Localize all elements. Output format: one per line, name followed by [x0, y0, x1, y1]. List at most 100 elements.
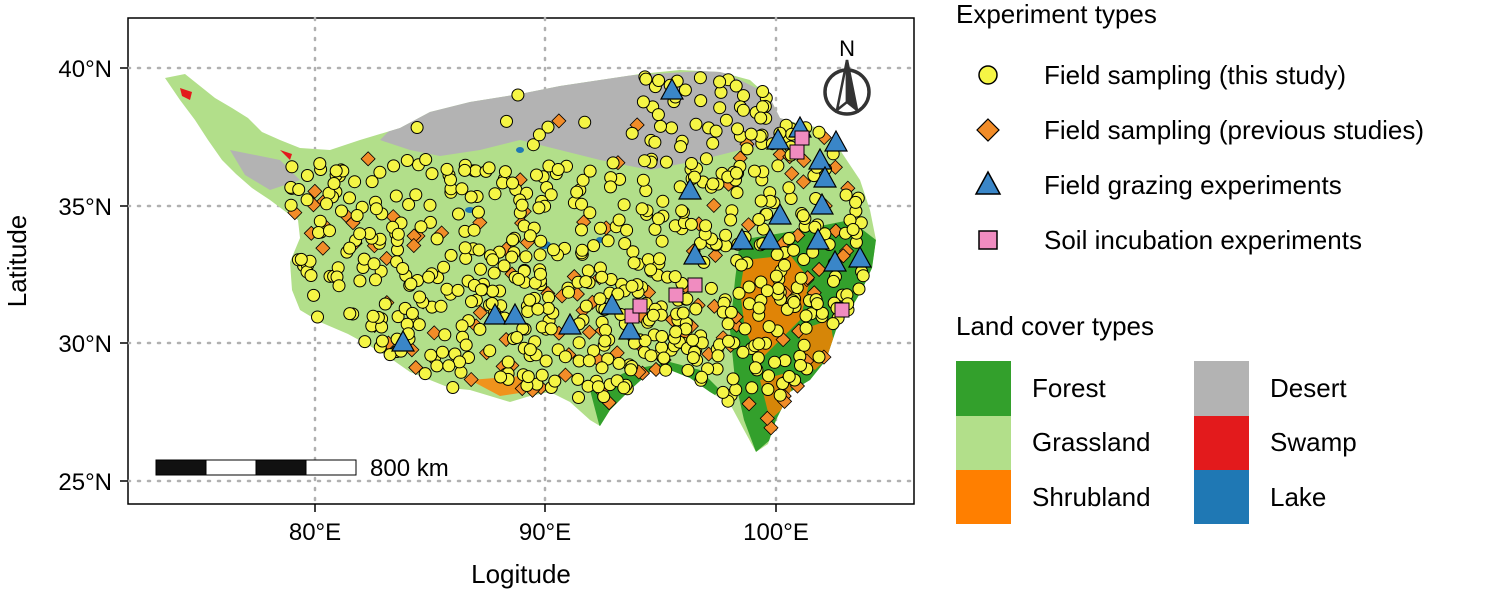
soil-incubation-marker: [687, 277, 703, 293]
field-sampling-this-study-marker: [535, 368, 549, 382]
field-sampling-this-study-marker: [532, 128, 546, 142]
field-grazing-marker: [807, 147, 833, 170]
field-sampling-this-study-marker: [754, 111, 768, 125]
field-sampling-this-study-marker: [812, 350, 826, 364]
field-sampling-this-study-marker: [655, 234, 669, 248]
landcover-legend: Land cover types Forest Grassland Shrubl…: [956, 311, 1357, 524]
field-sampling-this-study-marker: [846, 223, 860, 236]
field-sampling-this-study-marker: [665, 121, 678, 135]
field-sampling-this-study-marker: [738, 322, 752, 336]
field-sampling-this-study-marker: [422, 270, 436, 284]
field-grazing-marker: [809, 192, 835, 215]
field-sampling-previous-marker: [472, 305, 488, 321]
field-sampling-this-study-marker: [534, 234, 548, 248]
field-sampling-this-study-marker: [635, 202, 649, 216]
field-sampling-previous-marker: [707, 247, 724, 263]
field-sampling-this-study-marker: [648, 135, 662, 149]
field-sampling-this-study-marker: [684, 217, 698, 231]
field-sampling-this-study-marker: [576, 173, 590, 187]
field-sampling-this-study-marker: [620, 223, 634, 237]
scale-bar-label: 800 km: [370, 455, 449, 482]
field-sampling-previous-marker: [759, 410, 775, 426]
field-sampling-this-study-marker: [542, 290, 556, 304]
field-sampling-this-study-marker: [300, 169, 314, 182]
field-sampling-this-study-marker: [572, 336, 586, 350]
field-sampling-this-study-marker: [760, 284, 774, 298]
field-sampling-this-study-marker: [544, 188, 558, 202]
field-sampling-this-study-marker: [423, 198, 437, 212]
field-sampling-previous-marker: [557, 367, 574, 383]
field-sampling-this-study-marker: [582, 354, 596, 368]
field-sampling-this-study-marker: [414, 220, 428, 234]
field-sampling-this-study-marker: [812, 125, 826, 139]
field-sampling-this-study-marker: [646, 308, 660, 322]
x-tick-label: 100°E: [743, 519, 809, 546]
field-sampling-this-study-marker: [464, 190, 478, 204]
field-sampling-this-study-marker: [652, 212, 665, 226]
field-sampling-this-study-marker: [348, 175, 362, 189]
field-sampling-this-study-marker: [455, 182, 469, 196]
field-sampling-this-study-marker: [744, 127, 758, 141]
field-sampling-this-study-marker: [636, 95, 650, 109]
field-sampling-this-study-marker: [752, 213, 766, 226]
field-sampling-this-study-marker: [587, 239, 601, 253]
field-sampling-this-study-marker: [655, 341, 669, 354]
field-sampling-this-study-marker: [483, 344, 497, 358]
field-sampling-this-study-marker: [704, 281, 718, 295]
field-sampling-this-study-marker: [799, 309, 813, 323]
field-sampling-this-study-marker: [606, 156, 620, 170]
field-sampling-previous-marker: [360, 151, 376, 167]
legend-item-label: Desert: [1270, 373, 1347, 403]
field-sampling-this-study-marker: [736, 345, 750, 359]
field-sampling-this-study-marker: [284, 198, 298, 212]
field-sampling-this-study-marker: [594, 221, 607, 235]
field-sampling-this-study-marker: [474, 283, 488, 297]
legend-item-label: Grassland: [1032, 427, 1151, 457]
field-sampling-this-study-marker: [562, 285, 575, 299]
shrubland-swatch: [956, 470, 1011, 524]
y-tick-label: 25°N: [58, 469, 112, 496]
field-sampling-this-study-marker: [425, 167, 439, 181]
field-sampling-this-study-marker: [413, 290, 427, 304]
field-sampling-this-study-marker: [512, 272, 526, 286]
field-sampling-this-study-marker: [722, 334, 735, 348]
field-sampling-this-study-marker: [444, 248, 458, 262]
field-sampling-this-study-marker: [729, 79, 743, 93]
field-sampling-this-study-marker: [856, 269, 870, 283]
field-sampling-previous-marker: [795, 174, 812, 190]
field-sampling-this-study-marker: [636, 173, 650, 187]
field-sampling-this-study-marker: [719, 113, 733, 127]
field-sampling-this-study-marker: [459, 338, 473, 352]
north-arrow-label: N: [839, 36, 855, 61]
field-sampling-this-study-marker: [771, 159, 785, 173]
soil-incubation-marker: [794, 130, 810, 146]
field-sampling-this-study-marker: [752, 337, 766, 351]
desert-swatch: [1194, 361, 1249, 416]
field-sampling-this-study-marker: [676, 306, 690, 320]
north-arrow-icon: N: [823, 36, 871, 116]
field-sampling-this-study-marker: [754, 275, 768, 289]
legend-item-label: Forest: [1032, 373, 1106, 403]
field-sampling-this-study-marker: [591, 380, 605, 394]
field-sampling-this-study-marker: [292, 183, 306, 196]
scale-bar: 800 km: [155, 455, 449, 482]
field-sampling-this-study-marker: [304, 269, 318, 282]
field-sampling-previous-marker: [581, 324, 597, 340]
field-grazing-marker: [765, 127, 791, 150]
legend-item-label: Field grazing experiments: [1044, 170, 1342, 200]
field-grazing-marker: [599, 292, 625, 315]
field-sampling-this-study-marker: [686, 333, 700, 347]
field-sampling-this-study-marker: [572, 391, 585, 404]
field-sampling-this-study-marker: [583, 164, 597, 178]
field-grazing-marker: [847, 245, 873, 268]
field-sampling-this-study-marker: [731, 122, 744, 136]
field-sampling-this-study-marker: [523, 343, 537, 357]
legend-item-label: Lake: [1270, 482, 1326, 512]
field-sampling-previous-marker: [406, 237, 422, 254]
field-sampling-this-study-marker: [400, 154, 414, 167]
field-sampling-this-study-marker: [424, 348, 438, 362]
field-sampling-this-study-marker: [711, 349, 725, 363]
field-sampling-this-study-marker: [688, 170, 701, 184]
field-sampling-this-study-marker: [770, 248, 784, 261]
field-sampling-this-study-marker: [583, 206, 597, 220]
